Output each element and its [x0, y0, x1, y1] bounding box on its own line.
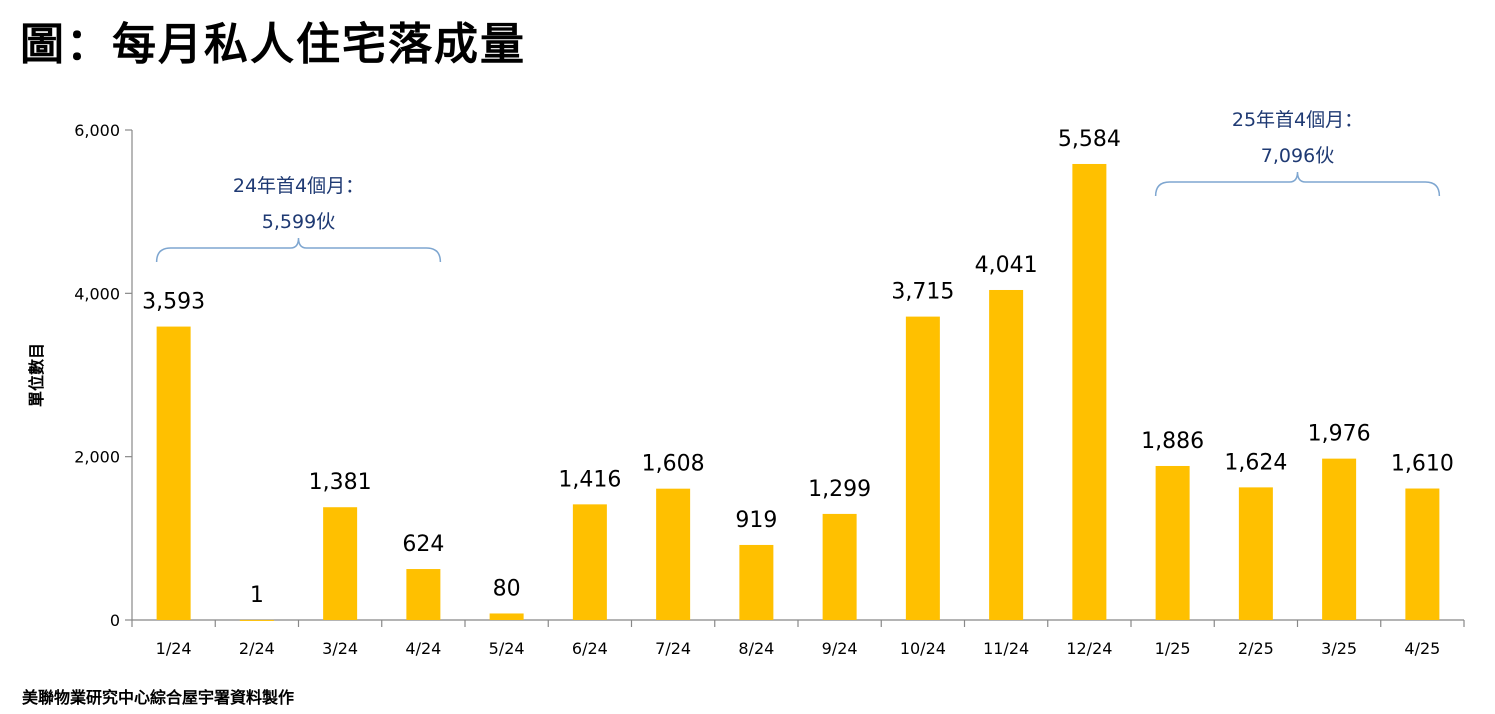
y-tick-label: 0	[110, 611, 120, 630]
x-tick-label: 2/25	[1238, 639, 1274, 658]
data-label: 919	[735, 508, 777, 533]
annotation-line2: 7,096伙	[1261, 145, 1334, 167]
x-tick-label: 1/25	[1155, 639, 1191, 658]
y-tick-label: 2,000	[74, 448, 120, 467]
bar-9-24	[822, 513, 857, 620]
bar-7-24	[656, 488, 691, 620]
bar-4-24	[406, 569, 441, 620]
annotation-line1: 25年首4個月：	[1232, 109, 1363, 131]
data-label: 1,610	[1391, 452, 1454, 477]
annotation-line2: 5,599伙	[262, 211, 335, 233]
x-tick-label: 8/24	[738, 639, 774, 658]
bar-3-24	[323, 507, 358, 620]
bar-4-25	[1405, 488, 1440, 620]
bar-12-24	[1072, 163, 1107, 620]
bar-6-24	[572, 504, 607, 620]
annotation-bracket	[155, 237, 442, 263]
data-label: 1,299	[808, 477, 871, 502]
data-label: 1,416	[558, 467, 621, 492]
x-tick-label: 1/24	[156, 639, 192, 658]
y-tick-label: 6,000	[74, 121, 120, 140]
data-label: 80	[493, 576, 521, 601]
data-label: 4,041	[975, 253, 1038, 278]
bar-11-24	[989, 289, 1024, 620]
data-label: 1	[250, 583, 264, 608]
annotation-line1: 24年首4個月：	[233, 175, 364, 197]
x-tick-label: 4/25	[1404, 639, 1440, 658]
annotation-bracket	[1154, 171, 1441, 197]
data-label: 1,381	[309, 470, 372, 495]
data-label: 1,624	[1224, 450, 1287, 475]
x-tick-label: 3/25	[1321, 639, 1357, 658]
x-tick-label: 7/24	[655, 639, 691, 658]
bar-8-24	[739, 544, 774, 620]
x-tick-label: 4/24	[405, 639, 441, 658]
y-axis-label: 單位數目	[27, 343, 46, 407]
data-label: 1,886	[1141, 429, 1204, 454]
data-label: 3,593	[142, 290, 205, 315]
data-label: 5,584	[1058, 127, 1121, 152]
x-tick-label: 10/24	[900, 639, 946, 658]
source-note: 美聯物業研究中心綜合屋宇署資料製作	[22, 688, 295, 707]
data-label: 624	[402, 532, 444, 557]
data-label: 1,976	[1308, 422, 1371, 447]
x-tick-label: 9/24	[822, 639, 858, 658]
data-label: 3,715	[891, 280, 954, 305]
x-tick-label: 3/24	[322, 639, 358, 658]
chart-title: 圖：每月私人住宅落成量	[20, 19, 526, 70]
bar-3-25	[1322, 458, 1357, 620]
x-tick-label: 2/24	[239, 639, 275, 658]
bar-2-25	[1238, 487, 1273, 620]
data-label: 1,608	[642, 452, 705, 477]
bar-10-24	[905, 316, 940, 620]
bar-1-24	[156, 326, 191, 620]
x-tick-label: 12/24	[1066, 639, 1112, 658]
bar-2-24	[239, 619, 274, 621]
y-tick-label: 4,000	[74, 284, 120, 303]
bar-1-25	[1155, 465, 1190, 620]
x-tick-label: 5/24	[489, 639, 525, 658]
bar-5-24	[489, 613, 524, 620]
x-tick-label: 11/24	[983, 639, 1029, 658]
x-tick-label: 6/24	[572, 639, 608, 658]
